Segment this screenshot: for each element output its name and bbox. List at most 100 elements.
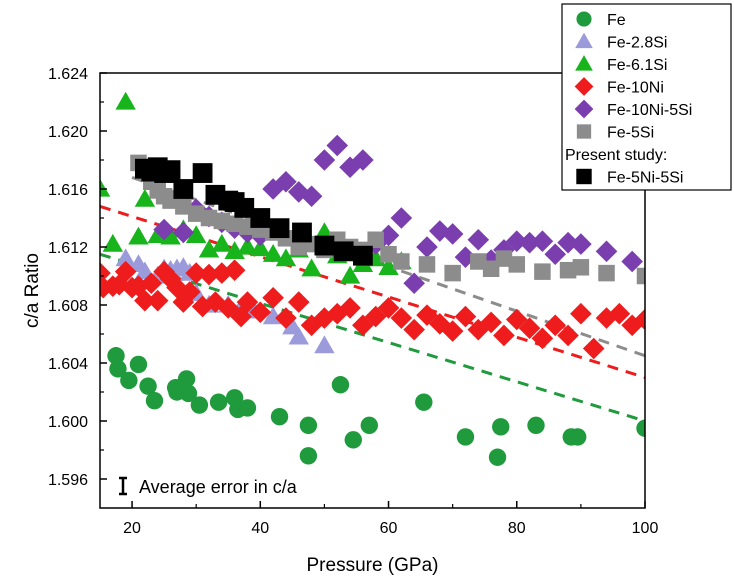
point-fe-10ni bbox=[178, 281, 201, 303]
legend-label: Fe-2.8Si bbox=[607, 35, 667, 52]
point-fe-10ni bbox=[146, 289, 169, 312]
point-fe-10ni-5si bbox=[595, 240, 618, 263]
point-fe bbox=[107, 347, 125, 365]
point-fe bbox=[120, 371, 138, 390]
point-fe-10ni-5si bbox=[352, 149, 374, 171]
point-fe-10ni-5si bbox=[544, 243, 567, 266]
point-fe-10ni bbox=[518, 317, 541, 339]
y-tick-label: 1.612 bbox=[48, 240, 88, 257]
point-fe-10ni bbox=[211, 262, 233, 284]
point-fe-10ni bbox=[236, 291, 259, 313]
error-annotation-text: Average error in c/a bbox=[139, 477, 298, 497]
y-tick-label: 1.624 bbox=[48, 66, 88, 83]
point-fe-6-1si bbox=[237, 236, 258, 255]
point-fe-10ni bbox=[339, 297, 361, 319]
point-fe-5ni-5si bbox=[314, 235, 335, 256]
legend-marker bbox=[575, 32, 593, 49]
point-fe-10ni bbox=[262, 286, 284, 309]
point-fe-5ni-5si bbox=[269, 218, 290, 239]
point-fe-10ni-5si bbox=[531, 230, 554, 252]
point-fe-10ni-5si bbox=[505, 230, 528, 252]
point-fe-10ni bbox=[377, 297, 400, 319]
point-fe bbox=[492, 418, 510, 436]
point-fe-10ni bbox=[275, 307, 297, 329]
point-fe-10ni bbox=[493, 324, 515, 347]
point-fe-6-1si bbox=[128, 226, 149, 245]
point-fe-10ni bbox=[127, 275, 150, 297]
point-fe-5si bbox=[418, 256, 436, 273]
point-fe bbox=[299, 416, 318, 435]
x-axis-title: Pressure (GPa) bbox=[307, 555, 439, 576]
x-tick-label: 40 bbox=[251, 520, 269, 537]
point-fe bbox=[129, 355, 148, 374]
point-fe-5si bbox=[200, 209, 218, 227]
point-fe-5si bbox=[636, 267, 645, 285]
point-fe-6-1si bbox=[198, 239, 220, 258]
point-fe-10ni bbox=[249, 301, 272, 324]
point-fe-5si bbox=[534, 263, 551, 280]
point-fe-10ni bbox=[531, 327, 554, 350]
legend-marker bbox=[576, 168, 592, 185]
point-fe-10ni bbox=[557, 324, 579, 347]
point-fe-5si bbox=[508, 256, 526, 273]
legend: Fe Fe-2.8Si Fe-6.1Si Fe-10Ni Fe-10Ni-5Si Fe-5… bbox=[561, 3, 732, 191]
point-fe-10ni bbox=[403, 318, 425, 341]
point-fe bbox=[179, 384, 198, 403]
point-fe-10ni bbox=[153, 260, 175, 283]
y-tick-label: 1.616 bbox=[48, 182, 88, 199]
x-tick-label: 80 bbox=[508, 520, 526, 537]
y-tick-label: 1.604 bbox=[48, 356, 88, 373]
point-fe bbox=[331, 376, 350, 394]
legend-marker bbox=[576, 124, 592, 139]
legend-label: Fe-5Si bbox=[607, 125, 654, 142]
point-fe-6-1si bbox=[134, 188, 156, 207]
point-fe-10ni bbox=[441, 320, 464, 342]
point-fe-10ni-5si bbox=[621, 250, 643, 273]
series-fe-10ni bbox=[100, 259, 645, 360]
point-fe bbox=[209, 393, 228, 411]
point-fe bbox=[238, 399, 257, 417]
point-fe-10ni bbox=[480, 311, 502, 334]
legend-marker bbox=[576, 11, 592, 27]
point-fe-5si bbox=[482, 260, 500, 277]
point-fe-6-1si bbox=[275, 248, 297, 267]
point-fe bbox=[415, 393, 433, 411]
point-fe-5si bbox=[175, 198, 192, 215]
point-fe-10ni bbox=[191, 295, 214, 318]
point-fe-10ni bbox=[198, 263, 220, 286]
point-fe-10ni-5si bbox=[429, 220, 451, 242]
point-fe-5si bbox=[598, 264, 615, 282]
point-fe-10ni bbox=[429, 313, 451, 335]
point-fe-10ni bbox=[223, 259, 246, 281]
point-fe-5si bbox=[444, 264, 461, 282]
point-fe-10ni bbox=[582, 337, 605, 360]
point-fe bbox=[109, 360, 127, 378]
series-fe-5ni-5si bbox=[134, 157, 373, 266]
point-fe bbox=[139, 377, 157, 395]
point-fe-6-1si bbox=[160, 226, 181, 245]
point-fe-6-1si bbox=[339, 265, 361, 284]
point-fe-10ni-5si bbox=[557, 231, 579, 254]
point-fe-10ni-5si bbox=[570, 233, 592, 255]
point-fe-6-1si bbox=[378, 257, 399, 275]
point-fe-10ni-5si bbox=[172, 221, 195, 244]
legend-label: Fe-10Ni-5Si bbox=[607, 102, 692, 119]
axes: 20 40 60 80 100 1.596 1.600 1.604 1.608 1.612 1.61… bbox=[22, 66, 658, 576]
x-tick-label: 20 bbox=[123, 520, 141, 537]
point-fe bbox=[360, 416, 378, 435]
point-fe-5si bbox=[367, 231, 384, 248]
point-fe-5si bbox=[495, 250, 513, 267]
point-fe-10ni-5si bbox=[377, 224, 400, 247]
point-fe bbox=[568, 428, 587, 446]
point-fe-10ni bbox=[608, 302, 631, 325]
y-tick-label: 1.596 bbox=[48, 472, 88, 489]
error-annotation: Average error in c/a bbox=[119, 476, 298, 497]
point-fe-6-1si bbox=[185, 225, 207, 244]
legend-marker bbox=[574, 77, 594, 96]
point-fe bbox=[636, 419, 645, 437]
point-fe-10ni-5si bbox=[390, 207, 413, 229]
point-fe-10ni-5si bbox=[441, 223, 464, 245]
point-fe-2-8si bbox=[115, 248, 136, 267]
x-tick-label: 60 bbox=[380, 520, 398, 537]
point-fe bbox=[344, 431, 362, 449]
